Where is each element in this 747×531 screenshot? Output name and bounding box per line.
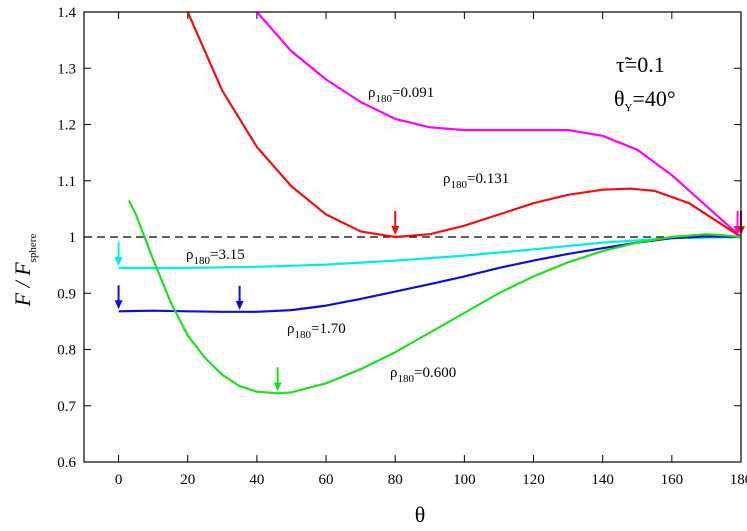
series-label: ρ180=0.091 (368, 85, 434, 105)
series-label: ρ180=3.15 (186, 247, 245, 267)
y-axis-label-main: F / F (10, 262, 35, 308)
theta-y-value: =40° (633, 86, 676, 111)
series-label-rho: ρ (368, 85, 376, 101)
tau-annotation: τ̃=0.1 (616, 52, 665, 77)
y-tick-label: 1.3 (57, 61, 76, 77)
y-tick-label: 0.8 (57, 343, 76, 359)
series-label-value: =3.15 (210, 247, 245, 263)
series-label-rho: ρ (443, 171, 451, 187)
y-tick-label: 0.9 (57, 286, 76, 302)
x-tick-label: 40 (249, 472, 264, 488)
y-tick-label: 1.1 (57, 174, 76, 190)
y-tick-label: 1.4 (57, 5, 76, 21)
series-label-value: =0.131 (467, 171, 509, 187)
series-label-rho: ρ (390, 365, 398, 381)
arrow-marker (114, 241, 123, 266)
x-tick-label: 20 (180, 472, 195, 488)
x-tick-label: 180 (730, 472, 747, 488)
x-tick-label: 120 (522, 472, 545, 488)
arrow-marker (273, 367, 282, 392)
x-tick-label: 160 (661, 472, 684, 488)
tick-labels: 0 20 40 60 80 100 120 140 160 180 0.6 0.7 0.8 0.9 1 1.1… (57, 5, 747, 488)
series-label-sub: 180 (398, 373, 415, 385)
x-tick-label: 140 (591, 472, 614, 488)
svg-text:F / Fsphere: F / Fsphere (10, 234, 39, 308)
y-axis-label-sub: sphere (27, 234, 39, 263)
x-tick-label: 100 (453, 472, 476, 488)
theta-y-sub: Y (625, 102, 633, 114)
series-label-sub: 180 (451, 179, 468, 191)
x-tick-label: 0 (115, 472, 123, 488)
series-label-value: =1.70 (311, 321, 346, 337)
series-label-rho: ρ (186, 247, 194, 263)
series-line (118, 235, 742, 269)
series-label-rho: ρ (287, 321, 295, 337)
theta-y-annotation: θY=40° (614, 86, 676, 114)
arrow-marker (114, 285, 123, 310)
x-tick-label: 80 (388, 472, 403, 488)
series-line (186, 11, 742, 239)
plot-area (84, 11, 745, 395)
x-axis-label: θ (415, 502, 426, 527)
series-label: ρ180=1.70 (287, 321, 346, 341)
series-label-value: =0.600 (414, 365, 456, 381)
arrow-marker (391, 211, 400, 235)
series-line (256, 11, 742, 238)
series-label-sub: 180 (295, 329, 312, 341)
series-label-sub: 180 (194, 255, 211, 267)
y-tick-label: 0.7 (57, 399, 76, 415)
series-line (128, 199, 742, 395)
theta-y-main: θ (614, 86, 625, 111)
x-tick-label: 60 (319, 472, 334, 488)
series-label-value: =0.091 (392, 85, 434, 101)
plot-frame (83, 11, 742, 463)
y-tick-label: 1 (69, 230, 77, 246)
arrow-marker (235, 285, 244, 310)
y-tick-label: 1.2 (57, 118, 76, 134)
series-label: ρ180=0.131 (443, 171, 509, 191)
y-tick-label: 0.6 (57, 455, 76, 471)
series-label-sub: 180 (376, 93, 393, 105)
series-label: ρ180=0.600 (390, 365, 456, 385)
y-axis-label: F / Fsphere (10, 234, 39, 308)
series-labels: ρ180=0.091ρ180=0.131ρ180=3.15ρ180=1.70ρ1… (186, 85, 509, 385)
